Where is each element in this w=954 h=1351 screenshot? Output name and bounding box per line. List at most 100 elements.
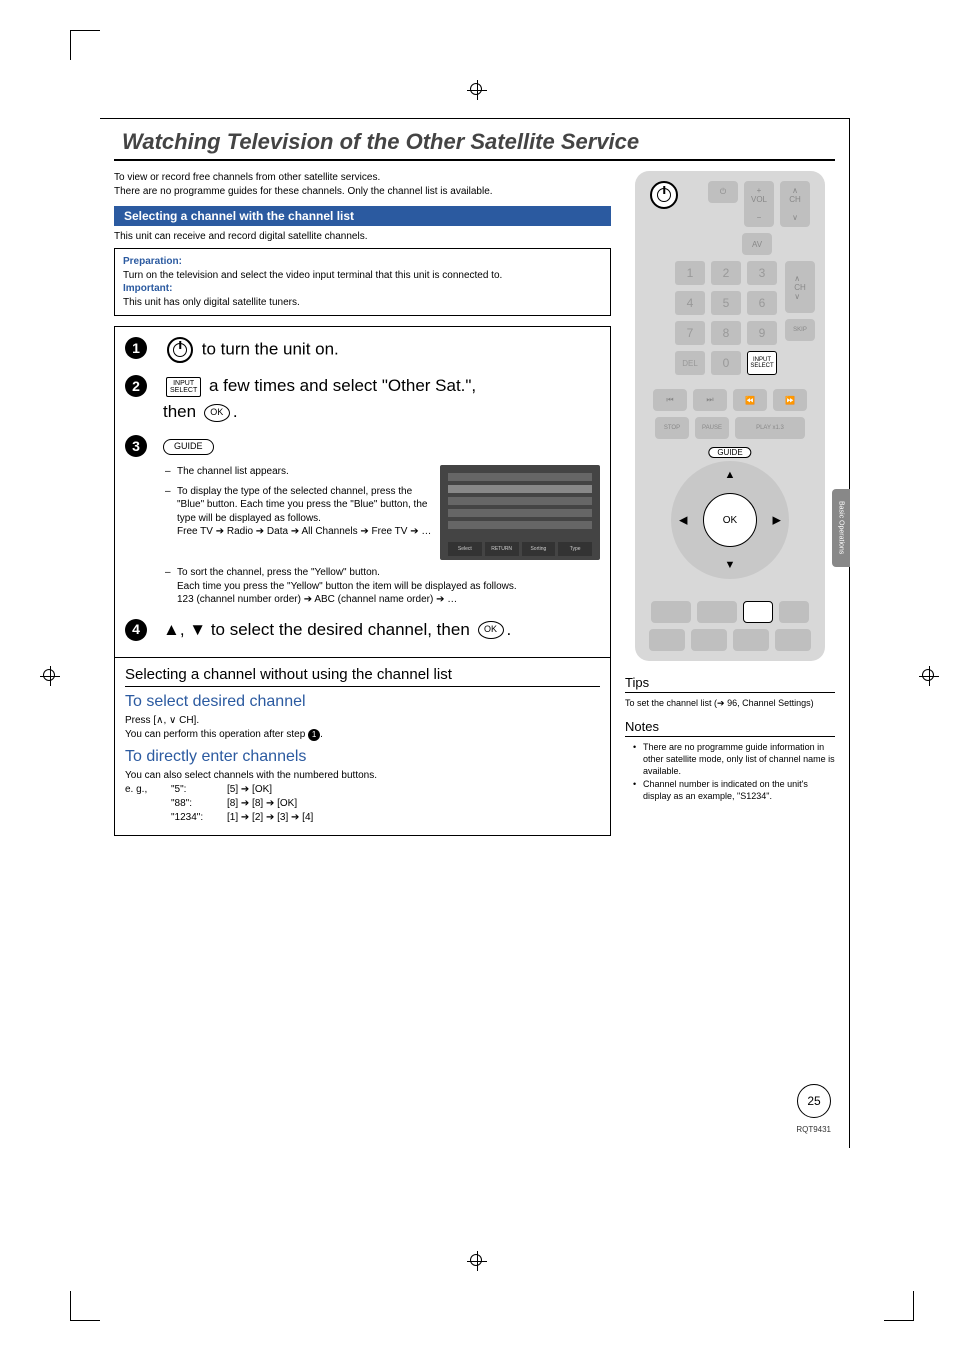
remote-key [743, 601, 773, 623]
step-text: ▲, ▼ to select the desired channel, then [163, 620, 475, 639]
alt-text: You can perform this operation after ste… [125, 729, 308, 740]
remote-key [697, 601, 737, 623]
tips-header: Tips [625, 675, 835, 693]
input-select-key: INPUT SELECT [747, 351, 777, 375]
note-item: There are no programme guide information… [635, 741, 835, 777]
down-arrow-icon: ▼ [725, 559, 736, 571]
remote-key [779, 601, 809, 623]
step-number: 2 [125, 375, 147, 397]
intro-line: There are no programme guides for these … [114, 186, 493, 197]
eg-val: [8] ➔ [8] ➔ [OK] [227, 797, 600, 811]
eg-val: [1] ➔ [2] ➔ [3] ➔ [4] [227, 811, 600, 825]
av-key: AV [742, 233, 772, 255]
transport-key: ⏮ [653, 389, 687, 411]
color-key [775, 629, 811, 651]
section-sub: This unit can receive and record digital… [114, 231, 611, 242]
num-key: 9 [747, 321, 777, 345]
eg-key: "5": [171, 783, 221, 797]
registration-mark [40, 666, 60, 686]
input-select-key: INPUT SELECT [166, 377, 201, 397]
guide-key: GUIDE [708, 447, 751, 458]
power-icon [167, 337, 193, 363]
right-column: ⏻ +VOL− ∧CH∨ AV 1 2 3 4 5 6 7 8 [625, 171, 835, 836]
up-arrow-icon: ▲ [725, 469, 736, 481]
thumb-key: Type [558, 542, 592, 556]
step-number: 1 [125, 337, 147, 359]
num-key: 3 [747, 261, 777, 285]
alt-line: You can perform this operation after ste… [125, 728, 600, 742]
example-grid: e. g., "5": [5] ➔ [OK] "88": [8] ➔ [8] ➔… [125, 783, 600, 825]
page-title: Watching Television of the Other Satelli… [114, 123, 835, 161]
step-text: a few times and select "Other Sat.", [209, 376, 476, 395]
crop-mark [70, 1291, 100, 1321]
step-text: then [163, 402, 201, 421]
remote-key: SKIP [785, 319, 815, 341]
sub-text: To sort the channel, press the "Yellow" … [177, 567, 380, 578]
vol-rocker: +VOL− [744, 181, 774, 227]
ok-key: OK [703, 493, 757, 547]
preparation-box: Preparation: Turn on the television and … [114, 248, 611, 316]
alt-subhead: To directly enter channels [125, 748, 600, 766]
color-key [691, 629, 727, 651]
notes-header: Notes [625, 719, 835, 737]
num-key: 4 [675, 291, 705, 315]
color-key [733, 629, 769, 651]
prep-text: Turn on the television and select the vi… [123, 270, 502, 281]
section-header: Selecting a channel with the channel lis… [114, 206, 611, 226]
left-arrow-icon: ◀ [679, 514, 687, 527]
ch-label: CH [789, 195, 801, 204]
step-4: 4 ▲, ▼ to select the desired channel, th… [125, 619, 600, 641]
ok-key: OK [478, 621, 504, 639]
transport-key: ⏭ [693, 389, 727, 411]
intro-line: To view or record free channels from oth… [114, 172, 380, 183]
steps-box: 1 to turn the unit on. 2 INPUT SELECT a … [114, 326, 611, 658]
stop-key: STOP [655, 417, 689, 439]
step-1: 1 to turn the unit on. [125, 337, 600, 363]
page-number: 25 [797, 1084, 831, 1118]
alt-header: Selecting a channel without using the ch… [125, 666, 600, 687]
guide-key: GUIDE [163, 439, 214, 455]
page-frame: Watching Television of the Other Satelli… [100, 118, 850, 1148]
registration-mark [467, 1251, 487, 1271]
play-key: PLAY x1.3 [735, 417, 805, 439]
step-3: 3 GUIDE Select RETURN Sorting [125, 435, 600, 607]
side-tab: Basic Operations [832, 489, 850, 567]
num-key: 6 [747, 291, 777, 315]
step-number: 3 [125, 435, 147, 457]
step-text: to turn the unit on. [202, 339, 339, 358]
important-text: This unit has only digital satellite tun… [123, 297, 300, 308]
ch-rocker: ∧CH∨ [780, 181, 810, 227]
eg-val: [5] ➔ [OK] [227, 783, 600, 797]
transport-key: ⏪ [733, 389, 767, 411]
num-key: 2 [711, 261, 741, 285]
eg-key: "1234": [171, 811, 221, 825]
step-ref-icon: 1 [308, 729, 320, 741]
important-label: Important: [123, 283, 172, 294]
right-arrow-icon: ▶ [773, 514, 781, 527]
eg-label: e. g., [125, 783, 165, 797]
num-key: 0 [711, 351, 741, 375]
num-key: DEL [675, 351, 705, 375]
step-2: 2 INPUT SELECT a few times and select "O… [125, 375, 600, 423]
remote-key [651, 601, 691, 623]
doc-code: RQT9431 [796, 1125, 831, 1134]
notes-list: There are no programme guide information… [625, 741, 835, 802]
remote-key: ⏻ [708, 181, 738, 203]
sub-text: 123 (channel number order) ➔ ABC (channe… [177, 594, 457, 605]
vol-label: VOL [751, 195, 767, 204]
color-key [649, 629, 685, 651]
step-subitem: The channel list appears. [165, 465, 600, 479]
nav-ring: GUIDE OK ▲ ▼ ◀ ▶ [655, 445, 805, 595]
intro-text: To view or record free channels from oth… [114, 171, 611, 198]
prep-label: Preparation: [123, 256, 182, 267]
sub-text: Free TV ➔ Radio ➔ Data ➔ All Channels ➔ … [177, 526, 431, 537]
pause-key: PAUSE [695, 417, 729, 439]
thumb-key: Sorting [522, 542, 556, 556]
sub-text: To display the type of the selected chan… [177, 486, 427, 524]
thumb-key: Select [448, 542, 482, 556]
remote-illustration: ⏻ +VOL− ∧CH∨ AV 1 2 3 4 5 6 7 8 [635, 171, 825, 661]
crop-mark [884, 1291, 914, 1321]
thumb-key: RETURN [485, 542, 519, 556]
num-key: 7 [675, 321, 705, 345]
alt-line: You can also select channels with the nu… [125, 769, 600, 783]
